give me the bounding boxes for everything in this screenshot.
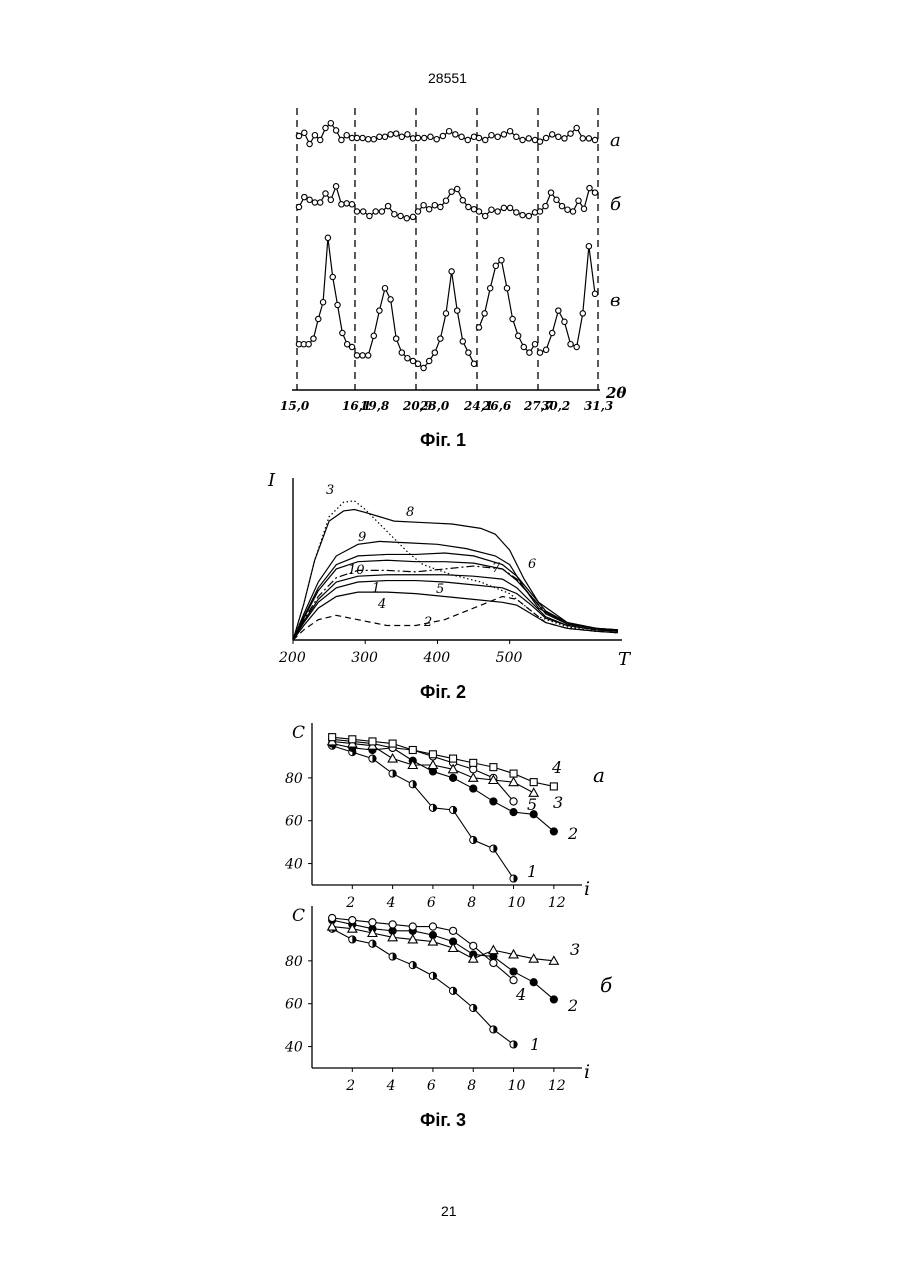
y-tick-label: 60 [285,814,303,830]
data-point-square [510,770,517,777]
data-point-triangle [489,946,498,954]
data-point-square [429,751,436,758]
x-tick-label: 8 [467,1078,476,1094]
data-point-open [389,921,396,928]
x-tick-label: 8 [467,895,476,911]
series-label-1: 1 [527,862,537,881]
data-point-filled [550,996,557,1003]
data-point-square [550,783,557,790]
data-point-square [369,738,376,745]
x-tick-label: 12 [548,1078,566,1094]
panel-label: б [600,973,613,997]
data-point-open [329,914,336,921]
data-point-open [409,923,416,930]
data-point-triangle [529,788,538,796]
x-axis-label: i [584,878,590,900]
series-label-2: 2 [567,996,578,1015]
data-point-open [510,977,517,984]
data-point-square [349,736,356,743]
data-point-open [369,919,376,926]
x-tick-label: 12 [548,895,566,911]
data-point-square [470,759,477,766]
y-tick-label: 80 [285,954,303,970]
y-tick-label: 80 [285,771,303,787]
fit-line-3 [332,927,554,961]
data-point-triangle [469,773,478,781]
y-tick-label: 40 [284,1040,303,1056]
data-point-triangle [328,922,337,930]
x-tick-label: 4 [386,895,396,911]
series-label-3: 3 [553,793,563,812]
data-point-square [490,764,497,771]
x-tick-label: 6 [427,895,436,911]
data-point-open [470,942,477,949]
y-tick-label: 40 [284,857,303,873]
fit-line-1 [332,929,513,1045]
data-point-open [349,917,356,924]
y-axis-label: C [292,906,305,926]
data-point-filled [550,828,557,835]
series-label-5: 5 [527,795,537,814]
data-point-filled [470,785,477,792]
series-label-3: 3 [570,940,580,959]
x-tick-label: 10 [508,895,526,911]
data-point-filled [530,979,537,986]
data-point-filled [510,809,517,816]
x-axis-label: i [584,1061,590,1083]
data-point-open [429,923,436,930]
data-point-square [530,779,537,786]
x-tick-label: 2 [345,895,355,911]
panel-label: а [593,763,605,787]
data-point-open [510,798,517,805]
x-tick-label: 6 [427,1078,436,1094]
data-point-open [490,959,497,966]
series-label-2: 2 [567,824,578,843]
data-point-filled [510,968,517,975]
data-point-square [409,747,416,754]
x-tick-label: 2 [345,1078,355,1094]
series-label-4: 4 [515,985,526,1004]
y-axis-label: C [292,723,305,743]
data-point-square [329,734,336,741]
data-point-square [450,755,457,762]
x-tick-label: 4 [386,1078,396,1094]
data-point-square [389,740,396,747]
data-point-filled [490,798,497,805]
series-label-4: 4 [551,758,562,777]
x-tick-label: 10 [508,1078,526,1094]
series-label-1: 1 [530,1035,540,1054]
y-tick-label: 60 [285,997,303,1013]
data-point-filled [449,774,456,781]
data-point-open [449,927,456,934]
data-point-triangle [388,754,397,762]
